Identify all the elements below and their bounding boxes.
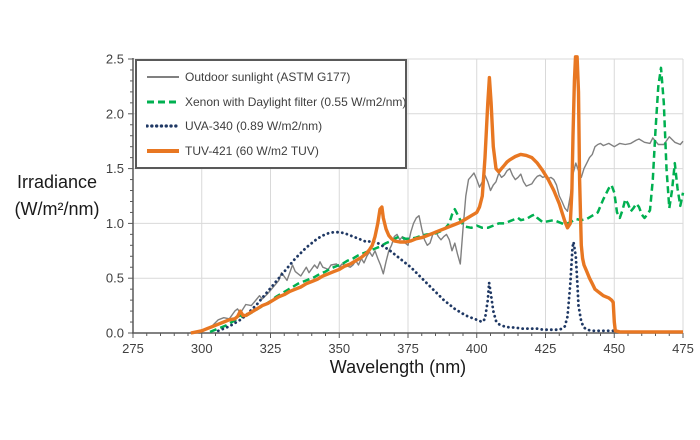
y-axis-title: Irradiance (W/m²/nm)	[0, 169, 114, 223]
legend-swatch-line-icon	[147, 76, 179, 79]
legend-item-uva-340: UVA-340 (0.89 W/m2/nm)	[146, 119, 399, 133]
svg-text:1.5: 1.5	[106, 161, 124, 176]
y-axis-title-line1: Irradiance	[16, 172, 98, 192]
svg-text:0.0: 0.0	[106, 326, 124, 341]
svg-text:400: 400	[466, 341, 488, 356]
svg-text:2.5: 2.5	[106, 52, 124, 67]
svg-text:425: 425	[535, 341, 557, 356]
legend-item-xenon: Xenon with Daylight filter (0.55 W/m2/nm…	[146, 95, 406, 109]
x-axis-title: Wavelength (nm)	[329, 357, 467, 377]
svg-text:350: 350	[328, 341, 350, 356]
legend-swatch-dotted-line-icon	[146, 124, 180, 128]
svg-text:0.5: 0.5	[106, 271, 124, 286]
legend-label: UVA-340 (0.89 W/m2/nm)	[185, 119, 323, 134]
svg-text:450: 450	[603, 341, 625, 356]
svg-text:300: 300	[191, 341, 213, 356]
y-axis-title-line2: (W/m²/nm)	[14, 199, 100, 219]
svg-text:1.0: 1.0	[106, 216, 124, 231]
legend-label: Xenon with Daylight filter (0.55 W/m2/nm…	[185, 94, 407, 109]
legend-label: Outdoor sunlight (ASTM G177)	[185, 70, 351, 85]
svg-text:475: 475	[672, 341, 694, 356]
legend-item-outdoor-sunlight: Outdoor sunlight (ASTM G177)	[146, 70, 399, 84]
svg-text:2.0: 2.0	[106, 106, 124, 121]
legend-label: TUV-421 (60 W/m2 TUV)	[185, 143, 319, 158]
legend-item-tuv-421: TUV-421 (60 W/m2 TUV)	[146, 144, 399, 158]
legend-swatch-dashed-line-icon	[147, 100, 179, 104]
svg-text:275: 275	[122, 341, 144, 356]
svg-text:325: 325	[260, 341, 282, 356]
svg-text:375: 375	[397, 341, 419, 356]
legend-swatch-thick-line-icon	[147, 148, 179, 153]
chart-legend: Outdoor sunlight (ASTM G177) Xenon with …	[135, 59, 407, 169]
